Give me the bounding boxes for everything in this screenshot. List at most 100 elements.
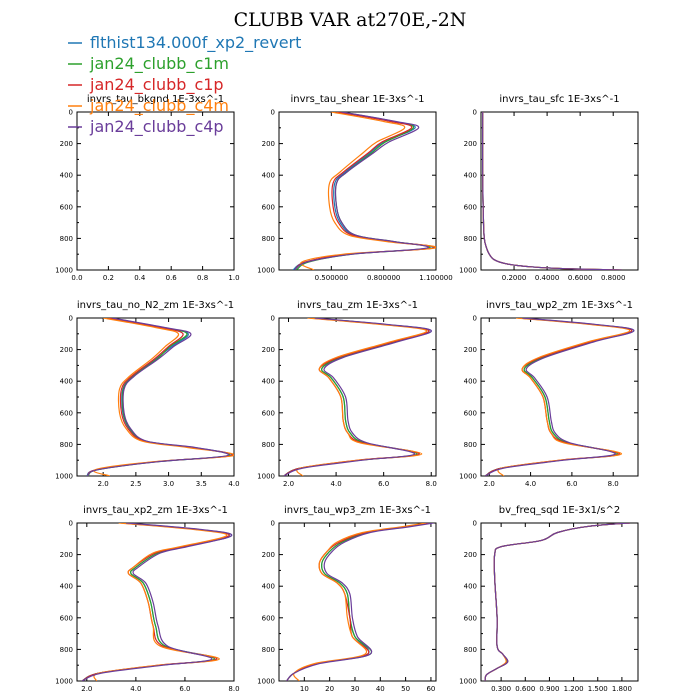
y-tick-label: 400 (262, 172, 275, 180)
series-line (300, 112, 436, 270)
x-tick-label: 10 (300, 685, 309, 693)
panel-title: bv_freq_sqd 1E-3x1/s^2 (499, 505, 621, 516)
y-tick-label: 600 (464, 614, 477, 622)
y-tick-label: 600 (262, 203, 275, 211)
y-tick-label: 1000 (257, 473, 275, 481)
x-tick-label: 3.5 (196, 480, 207, 488)
series-line (484, 318, 635, 476)
y-tick-label: 1000 (459, 678, 477, 686)
y-tick-label: 400 (464, 583, 477, 591)
x-tick-label: 2.5 (130, 480, 141, 488)
x-tick-label: 0.300 (491, 685, 511, 693)
series-line (283, 318, 432, 476)
x-tick-label: 0.900 (539, 685, 559, 693)
x-tick-label: 6.0 (566, 480, 577, 488)
y-tick-label: 400 (262, 583, 275, 591)
series-line (87, 318, 230, 476)
x-tick-label: 0.8 (197, 274, 208, 282)
y-tick-label: 800 (60, 646, 73, 654)
series-line (87, 318, 231, 476)
y-tick-label: 200 (262, 346, 275, 354)
y-tick-label: 600 (464, 203, 477, 211)
y-tick-label: 200 (60, 551, 73, 559)
y-tick-label: 800 (464, 235, 477, 243)
y-tick-label: 0 (473, 315, 477, 323)
panel-title: invrs_tau_no_N2_zm 1E-3xs^-1 (77, 300, 234, 311)
legend-entry: jan24_clubb_c4m (89, 96, 229, 116)
y-tick-label: 400 (464, 378, 477, 386)
panel-4: invrs_tau_no_N2_zm 1E-3xs^-1 0 200 400 600 80… (55, 300, 239, 488)
x-tick-label: 40 (376, 685, 385, 693)
y-tick-label: 400 (60, 172, 73, 180)
y-tick-label: 200 (262, 551, 275, 559)
series-line (93, 523, 228, 681)
series-line (294, 112, 436, 270)
y-tick-label: 600 (60, 203, 73, 211)
x-tick-label: 1.800 (612, 685, 632, 693)
series-line (482, 112, 622, 270)
x-tick-label: 0.0 (71, 274, 82, 282)
series-line (283, 318, 430, 476)
panel-8: invrs_tau_wp3_zm 1E-3xs^-1 0 200 400 600 800 1… (257, 505, 437, 693)
x-tick-label: 60 (426, 685, 435, 693)
series-line (484, 523, 630, 681)
x-tick-label: 6.0 (378, 480, 389, 488)
y-tick-label: 1000 (257, 267, 275, 275)
y-tick-label: 0 (271, 109, 275, 117)
y-tick-label: 200 (464, 140, 477, 148)
y-tick-label: 400 (464, 172, 477, 180)
x-tick-label: 2.0 (283, 480, 294, 488)
x-tick-label: 50 (401, 685, 410, 693)
x-tick-label: 8.0 (426, 480, 437, 488)
y-tick-label: 800 (262, 441, 275, 449)
x-tick-label: 4.0 (525, 480, 536, 488)
y-tick-label: 600 (60, 409, 73, 417)
plot-frame (480, 111, 639, 271)
series-line (86, 318, 233, 476)
y-tick-label: 800 (464, 441, 477, 449)
y-tick-label: 1000 (459, 473, 477, 481)
x-tick-label: 8.0 (228, 685, 239, 693)
y-tick-label: 800 (262, 646, 275, 654)
panel-7: invrs_tau_xp2_zm 1E-3xs^-1 0 200 400 600 800 1… (55, 505, 239, 693)
panel-title: invrs_tau_wp3_zm 1E-3xs^-1 (284, 505, 431, 516)
x-tick-label: 0.600 (515, 685, 535, 693)
x-tick-label: 3.0 (163, 480, 174, 488)
y-tick-label: 1000 (55, 267, 73, 275)
x-tick-label: 0.8000 (601, 274, 626, 282)
series-line (484, 318, 633, 476)
y-tick-label: 1000 (55, 473, 73, 481)
y-tick-label: 800 (464, 646, 477, 654)
y-tick-label: 0 (69, 520, 73, 528)
y-tick-label: 1000 (257, 678, 275, 686)
y-tick-label: 0 (473, 109, 477, 117)
y-tick-label: 600 (60, 614, 73, 622)
y-tick-label: 400 (60, 378, 73, 386)
series-line (497, 318, 631, 476)
x-tick-label: 1.500 (588, 685, 608, 693)
series-line (293, 523, 426, 681)
y-tick-label: 1000 (55, 678, 73, 686)
panel-5: invrs_tau_zm 1E-3xs^-1 0 200 400 600 800 1000 2… (257, 300, 437, 488)
x-tick-label: 6.0 (179, 685, 190, 693)
panel-9: bv_freq_sqd 1E-3x1/s^2 0 200 400 600 800 1000 0… (459, 505, 639, 693)
x-tick-label: 4.0 (331, 480, 342, 488)
y-tick-label: 200 (60, 140, 73, 148)
panel-title: invrs_tau_sfc 1E-3xs^-1 (499, 94, 619, 105)
series-line (484, 523, 630, 681)
x-tick-label: 2.0 (98, 480, 109, 488)
y-tick-label: 0 (69, 315, 73, 323)
y-tick-label: 1000 (459, 267, 477, 275)
x-tick-label: 4.0 (130, 685, 141, 693)
panel-3: invrs_tau_sfc 1E-3xs^-1 0 200 400 600 800 1000… (459, 94, 639, 282)
y-tick-label: 200 (464, 346, 477, 354)
panel-2: invrs_tau_shear 1E-3xs^-1 0 200 400 600 800 10… (257, 94, 453, 282)
series-line (484, 318, 633, 476)
legend-entry: jan24_clubb_c4p (89, 117, 224, 137)
y-tick-label: 600 (262, 614, 275, 622)
y-tick-label: 0 (271, 315, 275, 323)
plot-frame (76, 317, 235, 477)
series-line (484, 523, 630, 681)
series-line (81, 523, 230, 681)
